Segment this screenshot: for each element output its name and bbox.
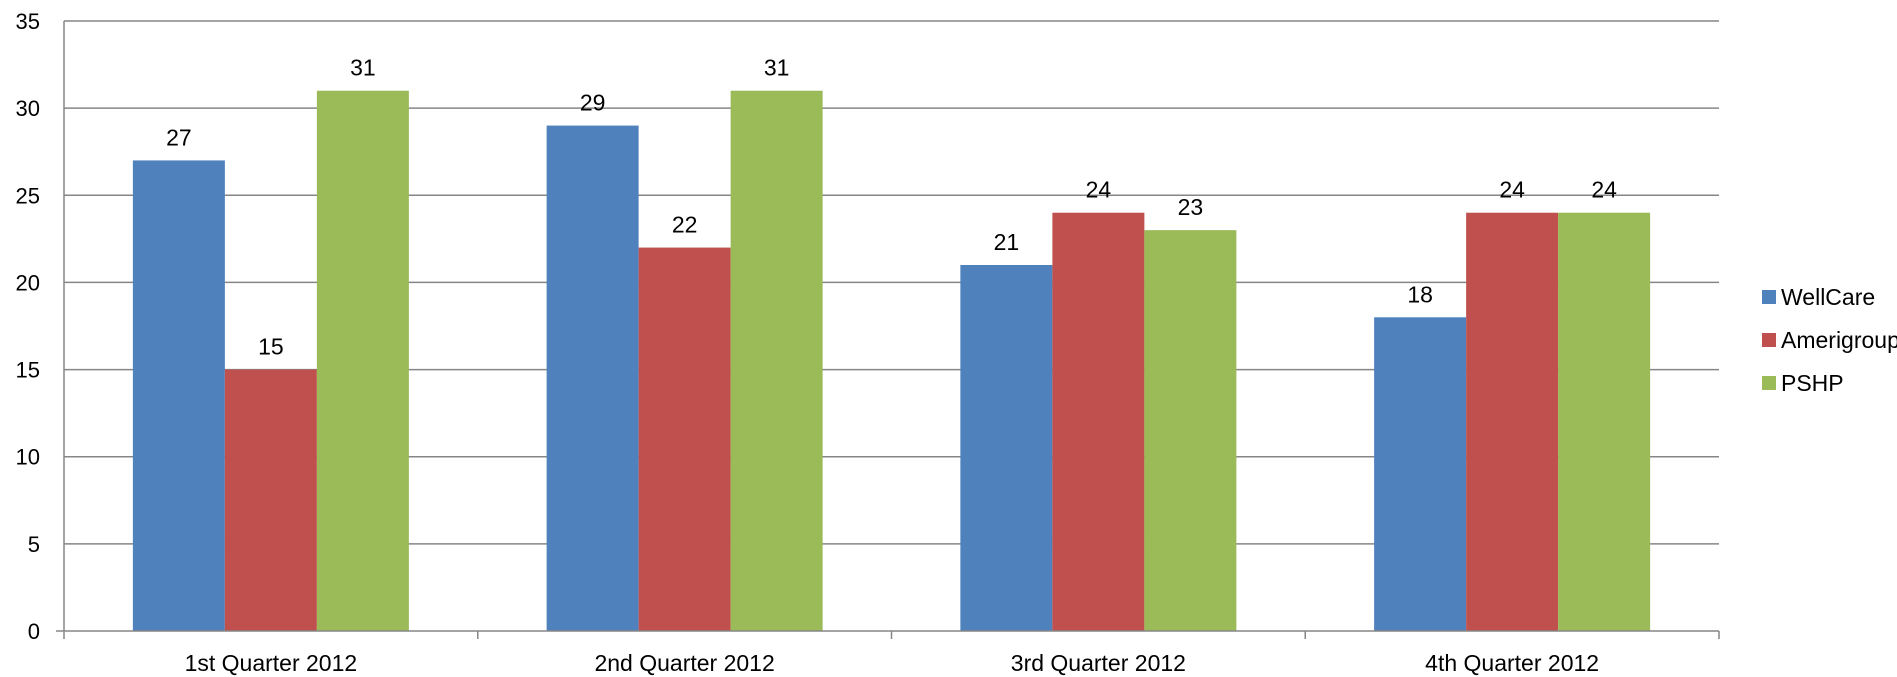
y-tick-labels: 0 5 10 15 20 25 30 35 bbox=[16, 9, 40, 644]
category-labels: 1st Quarter 2012 2nd Quarter 2012 3rd Quar… bbox=[185, 650, 1600, 676]
legend-swatch-pshp bbox=[1762, 376, 1776, 390]
bar-pshp bbox=[1558, 212, 1651, 631]
bar-wellcare bbox=[960, 265, 1053, 631]
y-tick-label: 20 bbox=[16, 270, 40, 295]
data-label: 29 bbox=[580, 90, 606, 116]
axes bbox=[56, 21, 1720, 639]
bar-wellcare bbox=[546, 125, 639, 632]
bar-amerigroup bbox=[224, 369, 317, 631]
bar-amerigroup bbox=[638, 247, 731, 632]
bar-amerigroup bbox=[1466, 212, 1559, 631]
legend-label: Amerigroup bbox=[1781, 327, 1897, 353]
y-tick-label: 30 bbox=[16, 96, 40, 121]
data-label: 24 bbox=[1591, 177, 1617, 203]
legend: WellCare Amerigroup PSHP bbox=[1762, 284, 1897, 396]
data-label: 23 bbox=[1178, 194, 1204, 220]
y-tick-label: 0 bbox=[28, 619, 40, 644]
data-label: 24 bbox=[1086, 177, 1112, 203]
bars bbox=[132, 90, 1651, 632]
legend-label: WellCare bbox=[1781, 284, 1875, 310]
legend-label: PSHP bbox=[1781, 370, 1844, 396]
data-label: 15 bbox=[258, 334, 284, 360]
category-label: 4th Quarter 2012 bbox=[1425, 650, 1599, 676]
bar-pshp bbox=[1144, 230, 1237, 631]
data-label: 27 bbox=[166, 124, 192, 150]
data-label: 21 bbox=[994, 229, 1020, 255]
y-tick-label: 25 bbox=[16, 183, 40, 208]
category-label: 1st Quarter 2012 bbox=[185, 650, 358, 676]
y-tick-label: 35 bbox=[16, 9, 40, 34]
legend-swatch-wellcare bbox=[1762, 290, 1776, 304]
bar-amerigroup bbox=[1052, 212, 1145, 631]
data-label: 18 bbox=[1407, 281, 1433, 307]
data-label: 31 bbox=[764, 55, 790, 81]
bar-wellcare bbox=[132, 160, 225, 631]
bar-wellcare bbox=[1374, 317, 1467, 631]
bar-pshp bbox=[730, 90, 823, 631]
data-label: 31 bbox=[350, 55, 376, 81]
y-tick-label: 15 bbox=[16, 358, 40, 383]
bar-pshp bbox=[316, 90, 409, 631]
legend-swatch-amerigroup bbox=[1762, 333, 1776, 347]
data-label: 22 bbox=[672, 212, 698, 238]
category-label: 3rd Quarter 2012 bbox=[1011, 650, 1186, 676]
y-tick-label: 5 bbox=[28, 532, 40, 557]
y-tick-label: 10 bbox=[16, 445, 40, 470]
data-labels: 27 15 31 29 22 31 21 24 23 18 24 24 bbox=[166, 55, 1617, 360]
data-label: 24 bbox=[1499, 177, 1525, 203]
category-label: 2nd Quarter 2012 bbox=[594, 650, 774, 676]
